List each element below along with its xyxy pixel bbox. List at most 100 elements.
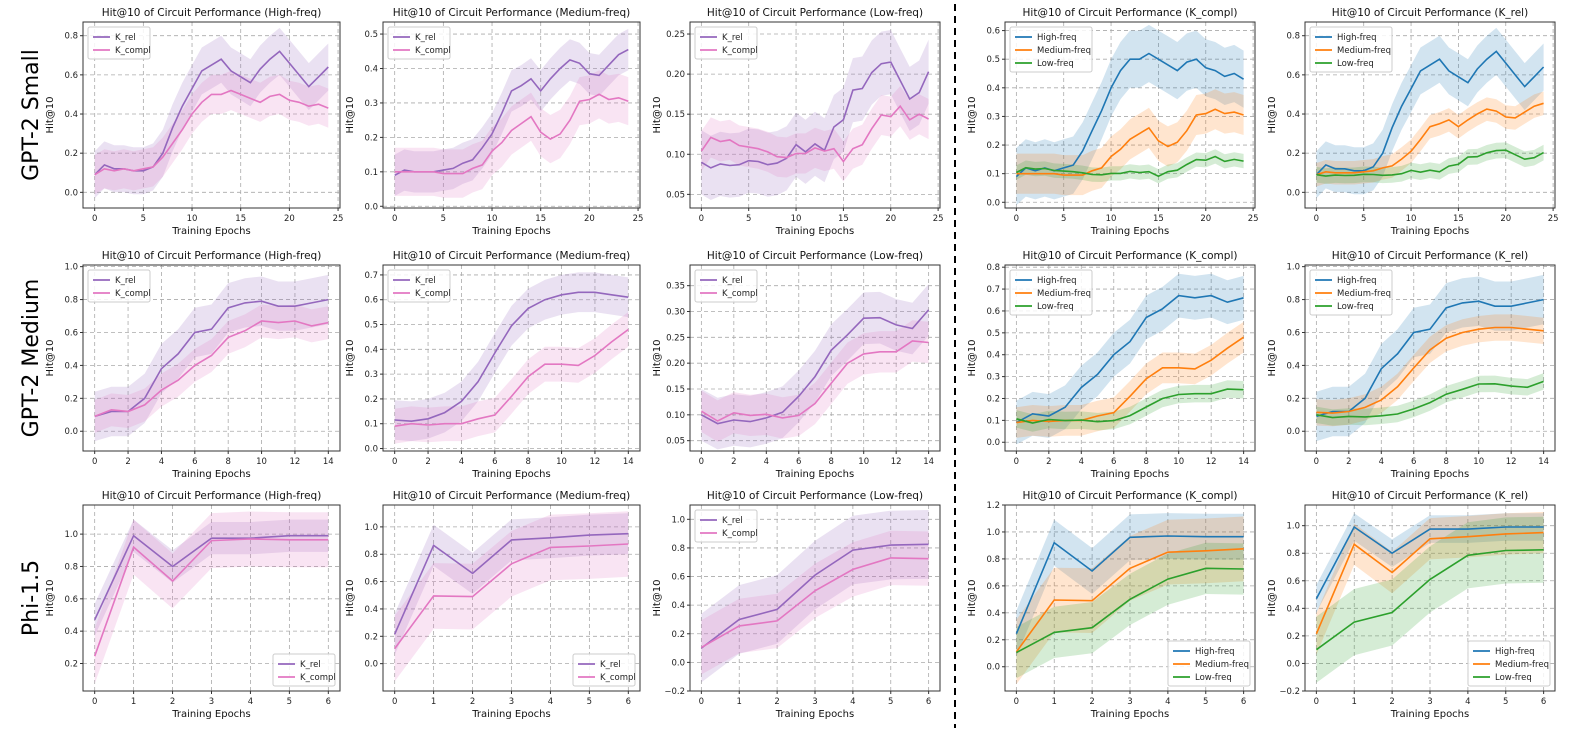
y-tick-label: 0.5 (364, 321, 378, 331)
y-tick-label: 0.2 (1286, 149, 1300, 159)
confidence-band-k_rel (701, 284, 929, 450)
y-tick-label: 0.4 (1286, 361, 1300, 371)
confidence-band-k_rel (94, 519, 329, 636)
plot-frame (1004, 264, 1256, 452)
y-tick-label: 0.0 (986, 438, 1000, 448)
chart-panel: Hit@10 of Circuit Performance (K_compl) 0… (967, 250, 1256, 480)
chart-title: Hit@10 of Circuit Performance (K_compl) (1023, 7, 1238, 19)
series-line-k_rel (393, 532, 629, 635)
series-line-k_compl (93, 538, 329, 657)
x-tick-label: 0 (699, 214, 704, 224)
y-tick-label: 0.15 (666, 110, 685, 120)
x-tick-label: 2 (731, 457, 736, 467)
x-tick-label: 5 (441, 214, 446, 224)
x-tick-label: 5 (141, 214, 146, 224)
y-tick-label: 0.10 (666, 150, 685, 160)
y-tick-label: 0.25 (666, 333, 685, 343)
legend-label: Low-freq (1337, 302, 1374, 312)
x-tick-label: 14 (623, 457, 634, 467)
legend: K_rel K_compl (87, 26, 151, 60)
y-tick-label: 0.4 (364, 345, 378, 355)
y-tick-label: 0.6 (364, 578, 378, 588)
y-tick-label: 0.4 (1286, 604, 1300, 614)
x-tick-label: 25 (933, 214, 944, 224)
y-tick-label: 0.3 (986, 112, 1000, 122)
x-tick-label: 1 (1052, 697, 1057, 707)
chart-panel: Hit@10 of Circuit Performance (Medium-fr… (345, 250, 641, 480)
y-tick-label: 0.2 (1286, 632, 1300, 642)
y-axis-label: Hit@10 (45, 97, 56, 134)
x-tick-label: 3 (209, 697, 214, 707)
y-tick-label: 0.2 (364, 632, 378, 642)
confidence-band-k_compl (701, 530, 929, 675)
confidence-band-high-freq (1316, 274, 1544, 442)
series-line-k_rel (700, 61, 930, 169)
y-axis-label: Hit@10 (652, 340, 663, 377)
plot-frame (689, 21, 941, 209)
confidence-band-k_compl (94, 70, 329, 195)
series-line-k_compl (94, 320, 329, 418)
x-tick-label: 8 (1444, 457, 1449, 467)
chart-title: Hit@10 of Circuit Performance (High-freq… (102, 250, 322, 262)
plot-frame (382, 264, 641, 452)
legend-label: K_rel (722, 33, 743, 43)
x-tick-label: 8 (829, 457, 834, 467)
x-tick-label: 3 (509, 697, 514, 707)
confidence-band-high-freq (1016, 273, 1244, 445)
confidence-band-low-freq (1316, 373, 1544, 426)
x-tick-label: 10 (187, 214, 198, 224)
chart-panel: Hit@10 of Circuit Performance (K_compl) 0… (967, 490, 1256, 720)
x-tick-label: 0 (92, 457, 97, 467)
confidence-band-k_rel (701, 510, 929, 683)
x-tick-label: 5 (287, 697, 292, 707)
chart-title: Hit@10 of Circuit Performance (Low-freq) (707, 490, 923, 502)
y-tick-label: 1.0 (1286, 263, 1300, 273)
y-tick-label: 0.1 (364, 168, 378, 178)
legend-label: Medium-freq (1037, 289, 1091, 299)
series-line-high-freq (1315, 525, 1544, 600)
legend-box (1309, 26, 1393, 73)
y-tick-label: 0.2 (986, 141, 1000, 151)
x-tick-label: 15 (1153, 214, 1164, 224)
y-tick-label: 0.3 (364, 370, 378, 380)
legend: High-freq Medium-freq Low-freq (1009, 269, 1093, 316)
confidence-band-k_compl (94, 511, 329, 684)
series-line-low-freq (1016, 155, 1244, 178)
chart-title: Hit@10 of Circuit Performance (Low-freq) (707, 250, 923, 262)
x-tick-label: 0 (1014, 214, 1019, 224)
y-tick-label: 0.1 (364, 420, 378, 430)
x-tick-label: 6 (1241, 697, 1246, 707)
legend-label: K_compl (600, 673, 636, 683)
x-tick-label: 2 (774, 697, 779, 707)
x-axis-label: Training Epochs (1390, 709, 1469, 720)
y-tick-label: 0.0 (671, 658, 685, 668)
legend-label: Medium-freq (1037, 46, 1091, 56)
x-tick-label: 6 (796, 457, 801, 467)
y-tick-label: 0.0 (1286, 188, 1300, 198)
y-tick-label: 0.6 (1286, 577, 1300, 587)
y-tick-label: 0.8 (1286, 296, 1300, 306)
x-tick-label: 4 (248, 697, 253, 707)
legend-label: Medium-freq (1337, 46, 1391, 56)
confidence-band-low-freq (1316, 516, 1544, 683)
y-tick-label: 0.6 (64, 595, 78, 605)
x-tick-label: 6 (626, 697, 631, 707)
x-tick-label: 25 (633, 214, 644, 224)
x-tick-label: 8 (525, 457, 530, 467)
y-tick-label: 0.5 (986, 329, 1000, 339)
x-tick-label: 3 (1127, 697, 1132, 707)
confidence-band-k_compl (394, 312, 629, 444)
y-tick-label: 0.4 (64, 361, 78, 371)
row-label-phi15: Phi-1.5 (19, 560, 44, 636)
y-tick-label: 0.20 (666, 359, 685, 369)
legend-box (1167, 640, 1251, 687)
legend-label: Low-freq (1495, 673, 1532, 683)
confidence-band-k_rel (94, 27, 329, 199)
legend-label: Medium-freq (1337, 289, 1391, 299)
legend-label: K_rel (115, 276, 136, 286)
legend-box (87, 269, 151, 303)
x-tick-label: 5 (587, 697, 592, 707)
legend: K_rel K_compl (694, 269, 758, 303)
x-tick-label: 15 (535, 214, 546, 224)
